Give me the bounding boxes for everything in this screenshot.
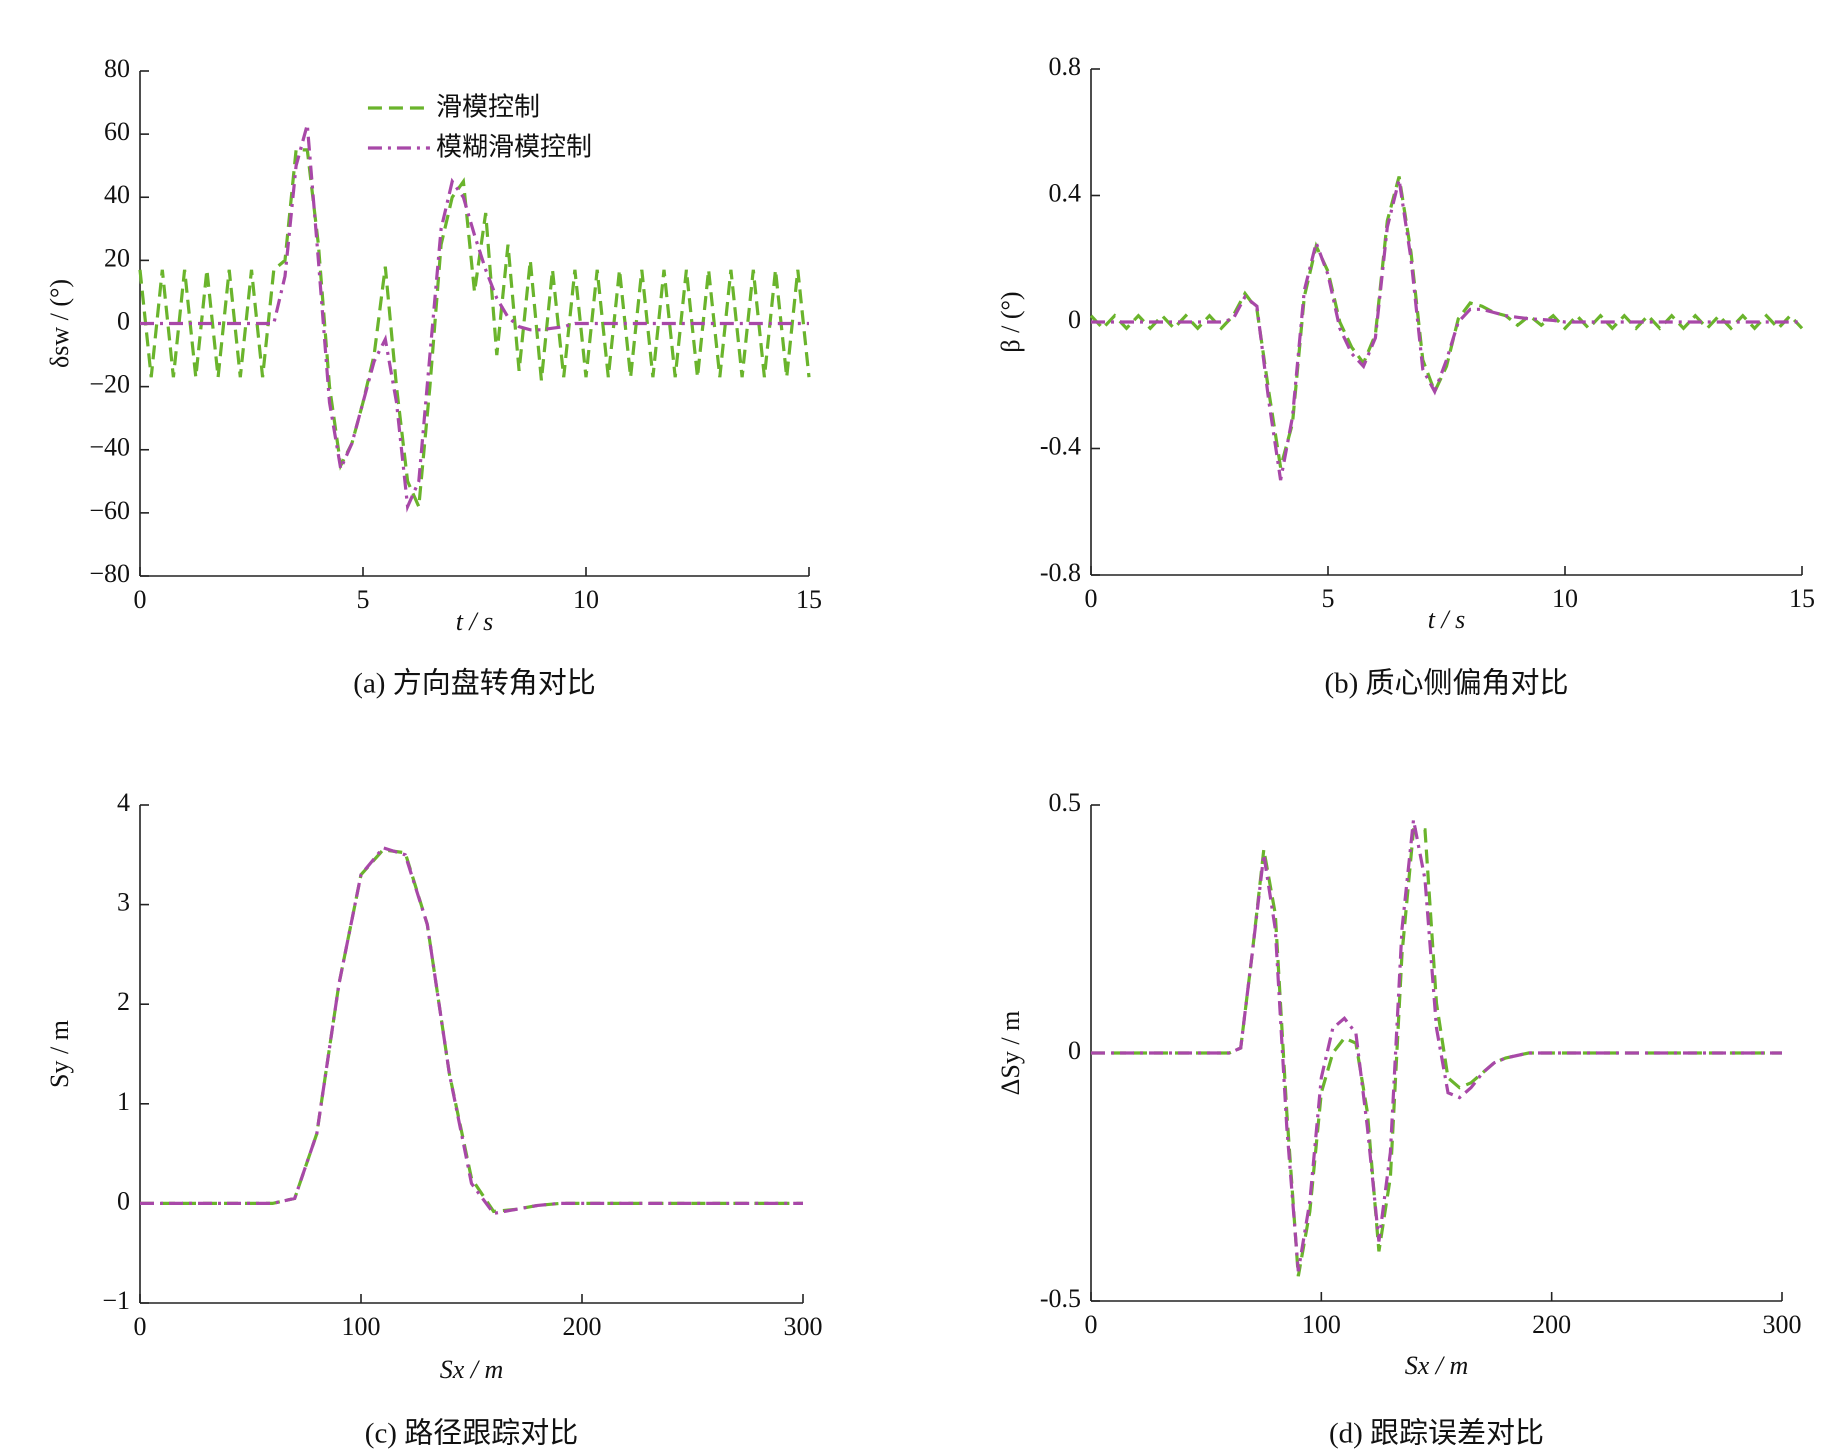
x-tick-label: 200 <box>1532 1310 1571 1339</box>
y-tick-label: −20 <box>89 370 130 399</box>
x-tick-label: 15 <box>796 585 822 614</box>
y-tick-label: 4 <box>117 788 130 817</box>
y-tick-label: -0.8 <box>1040 558 1081 587</box>
y-tick-label: −60 <box>89 496 130 525</box>
y-tick-label: 2 <box>117 987 130 1016</box>
series-line <box>1091 828 1782 1277</box>
y-tick-label: 0 <box>117 306 130 335</box>
x-axis-label: t / s <box>1428 605 1466 634</box>
y-tick-label: -0.4 <box>1040 431 1081 460</box>
x-tick-label: 300 <box>1763 1310 1802 1339</box>
y-tick-label: 0 <box>1068 305 1081 334</box>
x-tick-label: 100 <box>1302 1310 1341 1339</box>
x-tick-label: 15 <box>1789 584 1815 613</box>
caption: (b) 质心侧偏角对比 <box>1324 667 1568 700</box>
y-tick-label: −40 <box>89 433 130 462</box>
x-axis-label: Sx / m <box>1405 1351 1469 1380</box>
series-line <box>140 124 809 513</box>
y-tick-label: 80 <box>104 54 130 83</box>
legend-label: 滑模控制 <box>436 93 540 123</box>
x-axis-label: Sx / m <box>440 1355 504 1384</box>
caption: (c) 路径跟踪对比 <box>365 1417 578 1450</box>
y-axis-label: ΔSy / m <box>996 1011 1025 1096</box>
y-axis-label: β / (°) <box>996 291 1025 352</box>
x-tick-label: 0 <box>1085 1310 1098 1339</box>
x-tick-label: 10 <box>1552 584 1578 613</box>
series-line <box>138 148 811 513</box>
y-tick-label: 0 <box>1068 1036 1081 1065</box>
x-tick-label: 5 <box>357 585 370 614</box>
caption: (d) 跟踪误差对比 <box>1329 1417 1544 1450</box>
x-tick-label: 0 <box>134 1312 147 1341</box>
y-axis-label: δsw / (°) <box>45 279 74 368</box>
y-tick-label: 0 <box>117 1186 130 1215</box>
panel: -0.8 -0.4 0 0.4 0.8 0 5 10 15 t / s β / (°) (b) 质心侧… <box>996 52 1815 700</box>
y-tick-label: 60 <box>104 117 130 146</box>
y-tick-label: 0.4 <box>1049 178 1082 207</box>
y-tick-label: 0.8 <box>1049 52 1082 81</box>
series-line <box>140 845 803 1216</box>
y-tick-label: 1 <box>117 1087 130 1116</box>
series-line <box>1089 176 1804 468</box>
series-line <box>1091 179 1802 481</box>
x-tick-label: 0 <box>134 585 147 614</box>
y-axis-label: Sy / m <box>45 1020 74 1088</box>
panel: −80 −60 −40 −20 0 20 40 60 80 0 5 10 15 t / s δsw / (°… <box>45 54 822 700</box>
x-tick-label: 0 <box>1085 584 1098 613</box>
y-tick-label: 40 <box>104 180 130 209</box>
caption: (a) 方向盘转角对比 <box>353 667 595 700</box>
x-tick-label: 100 <box>342 1312 381 1341</box>
y-tick-label: 0.5 <box>1049 788 1082 817</box>
x-tick-label: 300 <box>784 1312 823 1341</box>
x-tick-label: 200 <box>563 1312 602 1341</box>
legend-label: 模糊滑模控制 <box>436 133 592 163</box>
x-axis-label: t / s <box>456 607 494 636</box>
y-tick-label: −1 <box>102 1286 130 1315</box>
y-tick-label: −80 <box>89 559 130 588</box>
y-tick-label: 3 <box>117 888 130 917</box>
x-tick-label: 5 <box>1322 584 1335 613</box>
series-line <box>140 848 803 1214</box>
series-line <box>1091 819 1782 1272</box>
x-tick-label: 10 <box>573 585 599 614</box>
y-tick-label: -0.5 <box>1040 1284 1081 1313</box>
y-tick-label: 20 <box>104 243 130 272</box>
